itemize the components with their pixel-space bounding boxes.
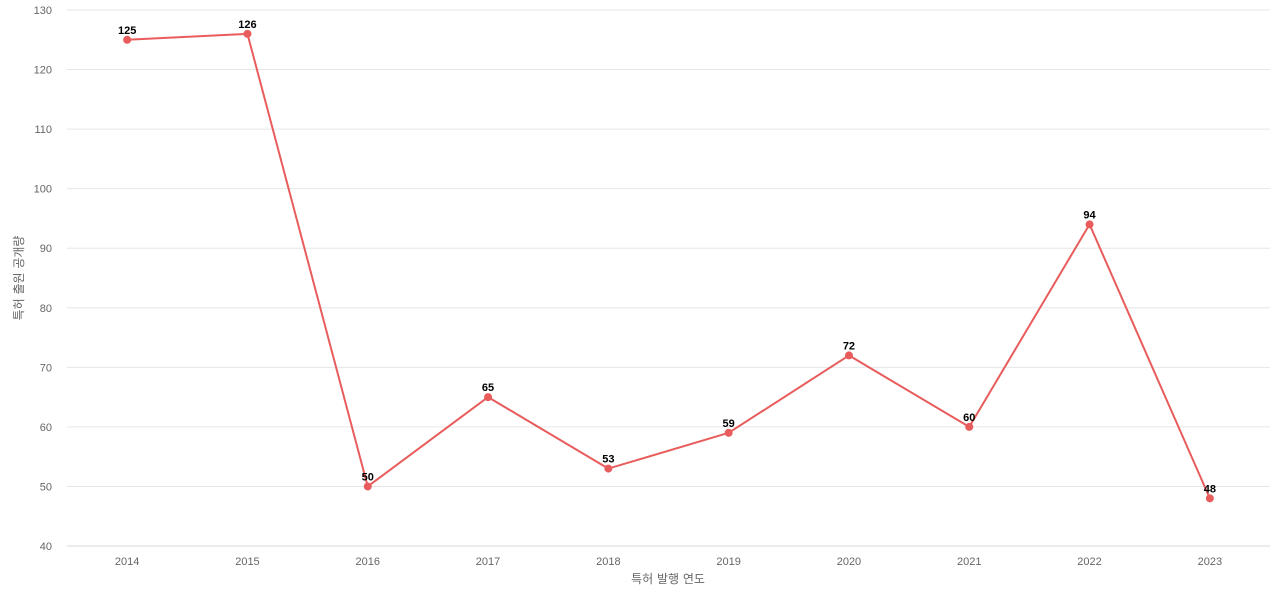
data-label: 59	[723, 418, 735, 430]
grid	[67, 9, 1270, 547]
data-label: 126	[238, 19, 256, 31]
y-tick-label: 70	[40, 362, 52, 374]
data-label: 125	[118, 25, 136, 37]
x-tick-label: 2022	[1077, 556, 1101, 568]
data-label: 50	[362, 471, 374, 483]
y-tick-label: 90	[40, 243, 52, 255]
data-point[interactable]	[1205, 494, 1214, 503]
data-point[interactable]	[604, 464, 613, 473]
x-tick-label: 2021	[957, 556, 981, 568]
data-label: 72	[843, 340, 855, 352]
data-point[interactable]	[844, 351, 853, 360]
data-point[interactable]	[123, 35, 132, 44]
x-tick-label: 2016	[356, 556, 380, 568]
y-tick-label: 50	[40, 481, 52, 493]
x-tick-label: 2014	[115, 556, 139, 568]
data-point[interactable]	[724, 428, 733, 437]
x-axis-ticks: 2014 2015 2016 2017 2018 2019 2020 2021 2022 2023	[115, 556, 1222, 568]
x-tick-label: 2015	[235, 556, 259, 568]
x-tick-label: 2023	[1198, 556, 1222, 568]
y-tick-label: 40	[40, 541, 52, 553]
y-tick-label: 100	[34, 184, 52, 196]
x-axis-title: 특허 발행 연도	[631, 571, 705, 586]
data-label: 48	[1204, 483, 1216, 495]
y-axis-title: 특허 출원 공개량	[12, 236, 26, 321]
data-point[interactable]	[1085, 220, 1094, 229]
data-label: 60	[963, 412, 975, 424]
y-tick-label: 60	[40, 422, 52, 434]
x-tick-label: 2020	[837, 556, 861, 568]
x-tick-label: 2017	[476, 556, 500, 568]
data-labels: 125 126 50 65 53 59 72 60 94 48	[118, 19, 1216, 496]
y-tick-label: 110	[34, 124, 52, 136]
data-point[interactable]	[363, 482, 372, 491]
series	[123, 29, 1214, 503]
data-point[interactable]	[243, 29, 252, 38]
y-tick-label: 130	[34, 5, 52, 17]
data-point[interactable]	[484, 393, 493, 402]
series-line	[127, 32, 1211, 499]
data-label: 53	[602, 454, 614, 466]
y-axis-ticks: 40 50 60 70 80 90 100 110 120 130	[34, 5, 52, 553]
data-label: 94	[1083, 209, 1096, 221]
x-tick-label: 2019	[716, 556, 740, 568]
y-tick-label: 120	[34, 65, 52, 77]
data-label: 65	[482, 382, 494, 394]
x-tick-label: 2018	[596, 556, 620, 568]
y-tick-label: 80	[40, 303, 52, 315]
data-point[interactable]	[965, 422, 974, 431]
